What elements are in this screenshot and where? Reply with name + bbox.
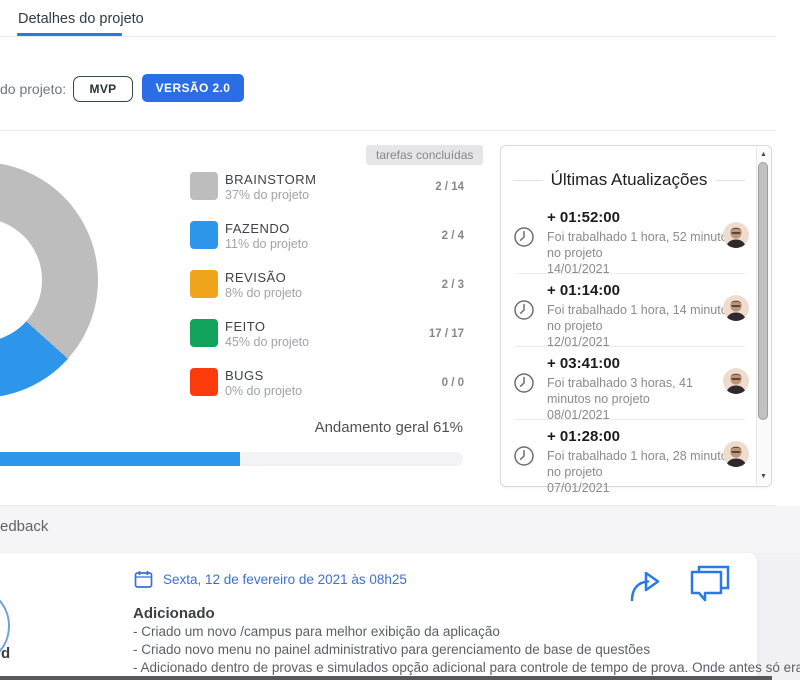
back-chevron-icon[interactable]: › — [0, 10, 1, 30]
scrollbar-thumb[interactable] — [758, 162, 768, 420]
versao-2-0-button[interactable]: VERSÃO 2.0 — [142, 74, 244, 102]
clock-icon — [513, 299, 535, 326]
clock-icon — [513, 445, 535, 472]
update-time: + 01:52:00 — [547, 209, 620, 226]
legend-name: FAZENDO — [225, 221, 290, 236]
update-description: Foi trabalhado 3 horas, 41 minutos no pr… — [547, 376, 693, 406]
feedback-section-title: edback — [0, 518, 49, 535]
comment-icon[interactable] — [688, 565, 732, 608]
legend-row-bugs: BUGS 0% do projeto 0 / 0 — [190, 368, 464, 402]
update-date: 14/01/2021 — [547, 262, 610, 276]
update-item: + 01:28:00 Foi trabalhado 1 hora, 28 min… — [501, 428, 757, 495]
legend-percent: 37% do projeto — [225, 188, 310, 202]
legend-count: 2 / 3 — [441, 279, 464, 291]
update-separator — [515, 419, 745, 420]
overall-progress-fill — [0, 452, 240, 466]
legend-count: 0 / 0 — [441, 377, 464, 389]
update-item: + 01:52:00 Foi trabalhado 1 hora, 52 min… — [501, 209, 757, 276]
version-label: do projeto: — [0, 81, 67, 97]
legend-percent: 8% do projeto — [225, 286, 303, 300]
window-bottom-edge — [0, 676, 772, 680]
scroll-down-arrow[interactable]: ▼ — [760, 473, 767, 480]
legend-row-brainstorm: BRAINSTORM 37% do projeto 2 / 14 — [190, 172, 464, 206]
feedback-author-name: d — [1, 645, 11, 662]
legend-name: FEITO — [225, 319, 266, 334]
title-flank-line — [715, 179, 745, 181]
overall-progress-bar — [0, 452, 463, 466]
clock-icon — [513, 226, 535, 253]
feedback-date-link[interactable]: Sexta, 12 de fevereiro de 2021 às 08h25 — [163, 572, 407, 587]
feedback-heading: Adicionado — [133, 605, 215, 622]
update-description: Foi trabalhado 1 hora, 52 minutos no pro… — [547, 230, 734, 260]
update-date: 07/01/2021 — [547, 481, 610, 495]
update-time: + 03:41:00 — [547, 355, 620, 372]
legend-count: 2 / 14 — [435, 181, 464, 193]
update-item: + 01:14:00 Foi trabalhado 1 hora, 14 min… — [501, 282, 757, 349]
legend-count: 17 / 17 — [428, 328, 464, 340]
mvp-button[interactable]: MVP — [73, 76, 133, 102]
feedback-card — [0, 553, 757, 680]
legend-swatch — [190, 368, 218, 396]
legend-percent: 11% do projeto — [225, 237, 309, 251]
update-separator — [515, 346, 745, 347]
avatar — [723, 222, 749, 248]
legend-name: REVISÃO — [225, 270, 287, 285]
feedback-section-header: edback — [0, 506, 800, 553]
scroll-up-arrow[interactable]: ▲ — [760, 151, 767, 158]
update-time: + 01:28:00 — [547, 428, 620, 445]
legend-row-feito: FEITO 45% do projeto 17 / 17 — [190, 319, 464, 353]
legend-swatch — [190, 221, 218, 249]
legend-swatch — [190, 172, 218, 200]
feedback-divider — [0, 505, 776, 506]
calendar-icon — [134, 570, 153, 594]
title-flank-line — [513, 179, 543, 181]
legend-percent: 45% do projeto — [225, 335, 310, 349]
section-divider — [0, 130, 776, 131]
feedback-line: - Criado um novo /campus para melhor exi… — [133, 624, 500, 639]
updates-title: Últimas Atualizações — [550, 170, 708, 189]
update-date: 08/01/2021 — [547, 408, 610, 422]
legend-row-revisao: REVISÃO 8% do projeto 2 / 3 — [190, 270, 464, 304]
share-icon[interactable] — [627, 569, 663, 608]
tarefas-concluidas-badge: tarefas concluídas — [366, 145, 484, 165]
tab-detalhes-do-projeto[interactable]: Detalhes do projeto — [18, 11, 144, 27]
avatar — [723, 368, 749, 394]
clock-icon — [513, 372, 535, 399]
latest-updates-panel: Últimas Atualizações + 01:52:00 Foi trab… — [500, 145, 772, 495]
legend-percent: 0% do projeto — [225, 384, 303, 398]
update-description: Foi trabalhado 1 hora, 28 minutos no pro… — [547, 449, 734, 479]
update-item: + 03:41:00 Foi trabalhado 3 horas, 41 mi… — [501, 355, 757, 422]
legend-row-fazendo: FAZENDO 11% do projeto 2 / 4 — [190, 221, 464, 255]
active-tab-underline — [17, 33, 122, 36]
feedback-line: - Adicionado dentro de provas e simulado… — [133, 660, 800, 675]
overall-progress-label: Andamento geral 61% — [314, 419, 463, 436]
legend-swatch — [190, 270, 218, 298]
update-date: 12/01/2021 — [547, 335, 610, 349]
legend-swatch — [190, 319, 218, 347]
update-description: Foi trabalhado 1 hora, 14 minutos no pro… — [547, 303, 734, 333]
update-time: + 01:14:00 — [547, 282, 620, 299]
feedback-line: - Criado novo menu no painel administrat… — [133, 642, 651, 657]
update-separator — [515, 273, 745, 274]
legend-count: 2 / 4 — [441, 230, 464, 242]
tabbar-divider — [0, 36, 776, 37]
avatar — [723, 295, 749, 321]
legend-name: BUGS — [225, 368, 264, 383]
panel-scrollbar[interactable]: ▲ ▼ — [756, 147, 770, 485]
legend-name: BRAINSTORM — [225, 172, 317, 187]
avatar — [723, 441, 749, 467]
